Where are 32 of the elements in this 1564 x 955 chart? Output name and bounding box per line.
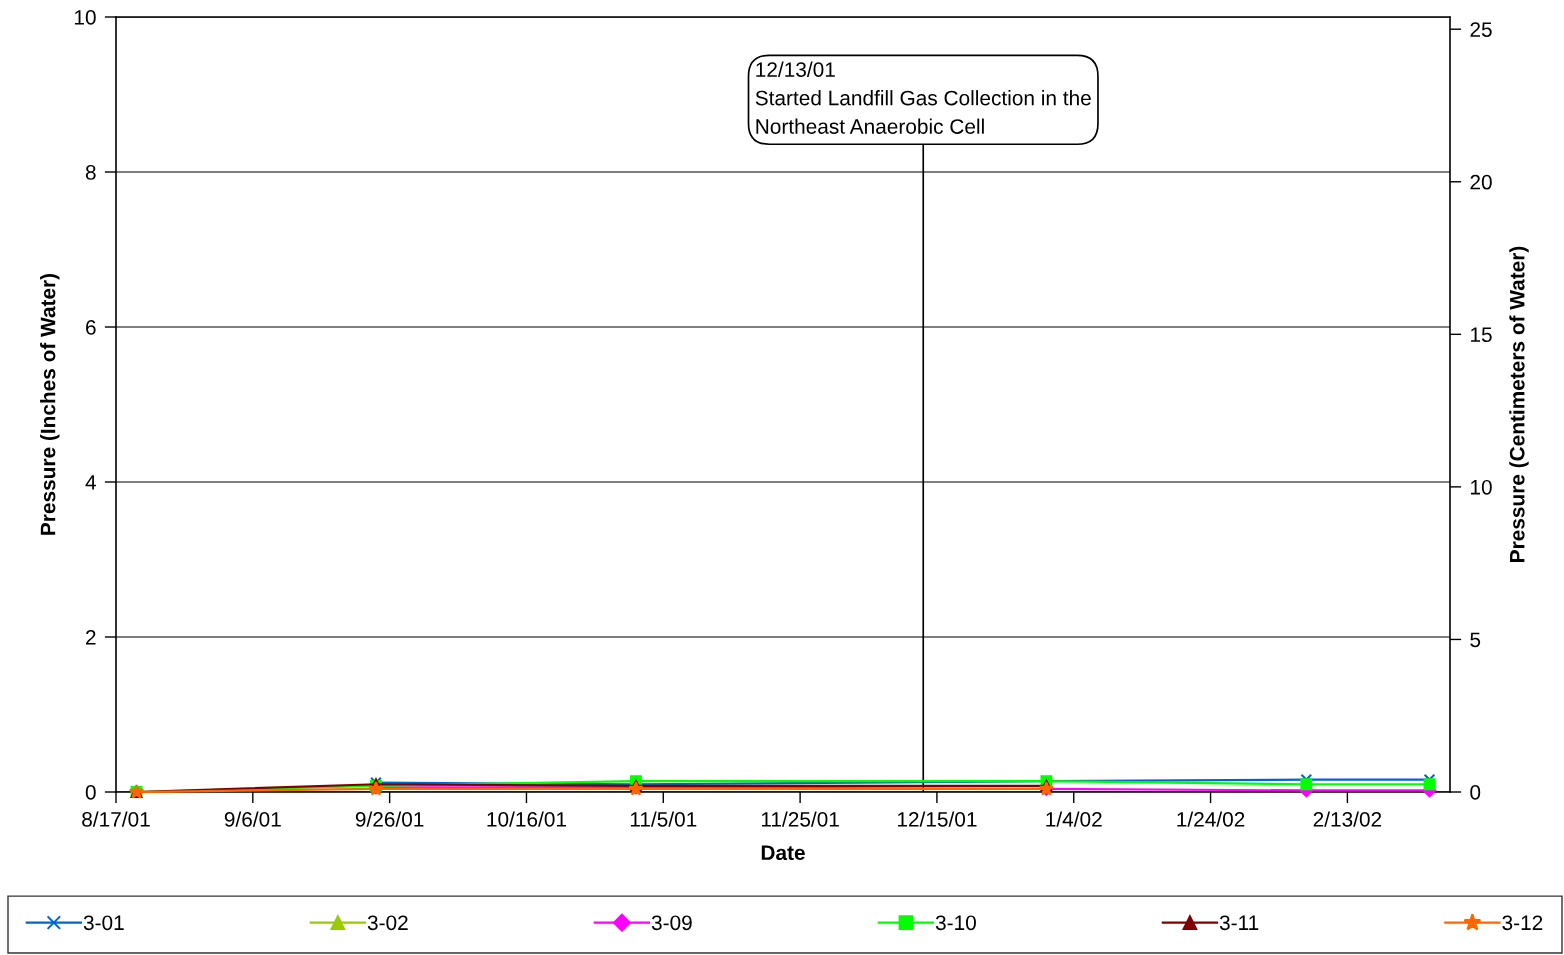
- ref-line-label: 12/13/01 Started Landfill Gas Collection in the Northeast Anaerobic Cell: [755, 61, 1091, 134]
- y-tick-label: 8: [85, 165, 96, 180]
- x-tick-label: 11/5/01: [630, 811, 697, 827]
- x-tick-label: 9/6/01: [224, 811, 281, 827]
- y2-tick-label: 15: [1471, 327, 1492, 343]
- x-tick-label: 12/15/01: [897, 811, 977, 827]
- y2-tick-label: 0: [1470, 785, 1481, 800]
- legend-label: 3-10: [935, 915, 976, 931]
- x-tick-label: 2/13/02: [1313, 811, 1382, 827]
- y2-tick-label: 25: [1470, 22, 1492, 37]
- legend-label: 3-11: [1219, 915, 1259, 931]
- legend-label: 3-09: [651, 915, 692, 931]
- y-axis-title: Pressure (Inches of Water): [40, 273, 60, 535]
- y-tick-label: 0: [85, 785, 96, 800]
- y-tick-label: 6: [86, 320, 96, 335]
- legend-label: 3-02: [367, 915, 408, 931]
- x-tick-label: 10/16/01: [487, 811, 566, 827]
- x-tick-label: 11/25/01: [761, 811, 839, 827]
- y-tick-label: 10: [74, 10, 96, 25]
- legend-label: 3-12: [1502, 915, 1543, 931]
- x-tick-label: 1/24/02: [1177, 811, 1245, 827]
- x-axis-title: Date: [761, 845, 805, 861]
- y2-tick-label: 10: [1471, 479, 1492, 495]
- y-tick-label: 4: [85, 475, 96, 490]
- x-tick-label: 1/4/02: [1046, 811, 1102, 827]
- legend-label: 3-01: [83, 915, 124, 931]
- y2-tick-label: 20: [1470, 174, 1492, 190]
- x-tick-label: 8/17/01: [82, 811, 150, 827]
- x-tick-label: 9/26/01: [355, 811, 424, 827]
- y-tick-label: 2: [86, 630, 96, 645]
- y2-tick-label: 5: [1470, 632, 1481, 648]
- y2-axis-title: Pressure (Centimeters of Water): [1509, 246, 1529, 562]
